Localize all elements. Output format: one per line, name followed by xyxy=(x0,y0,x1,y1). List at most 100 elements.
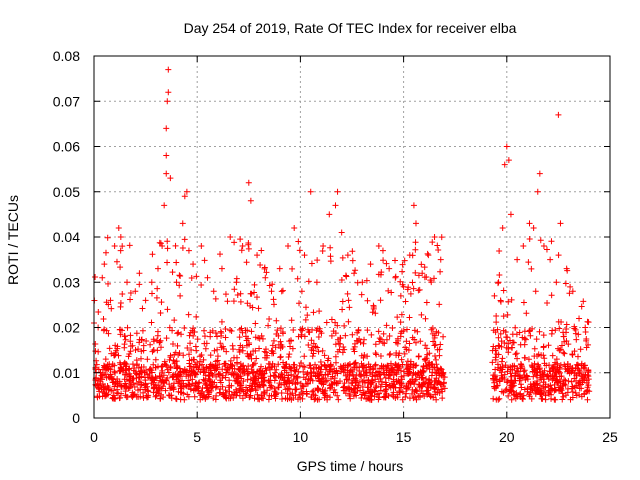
data-point xyxy=(139,305,146,312)
data-point xyxy=(191,369,198,376)
data-point xyxy=(240,369,247,376)
data-point xyxy=(130,375,137,382)
data-point xyxy=(361,336,368,343)
data-point xyxy=(127,343,134,350)
data-point xyxy=(307,377,314,384)
data-point xyxy=(226,388,233,395)
data-point xyxy=(557,346,564,353)
data-point xyxy=(406,368,413,375)
data-point xyxy=(563,321,570,328)
data-point xyxy=(365,361,372,368)
data-point xyxy=(140,394,147,401)
data-point xyxy=(303,371,310,378)
data-point xyxy=(434,389,441,396)
data-point xyxy=(227,361,234,368)
data-point xyxy=(521,335,528,342)
data-point xyxy=(226,377,233,384)
data-point xyxy=(319,386,326,393)
data-point xyxy=(363,277,370,284)
data-point xyxy=(504,378,511,385)
data-point xyxy=(245,240,252,247)
data-point xyxy=(137,355,144,362)
data-point xyxy=(508,296,515,303)
data-point xyxy=(127,338,134,345)
data-point xyxy=(500,313,507,320)
data-point xyxy=(548,292,555,299)
data-point xyxy=(113,389,120,396)
data-point xyxy=(335,396,342,403)
data-point xyxy=(535,351,542,358)
data-point xyxy=(509,383,516,390)
data-point xyxy=(575,380,582,387)
data-point xyxy=(522,376,529,383)
data-point xyxy=(326,385,333,392)
data-point xyxy=(100,362,107,369)
data-point xyxy=(498,358,505,365)
data-point xyxy=(499,355,506,362)
data-point xyxy=(522,336,529,343)
data-point xyxy=(164,306,171,313)
data-point xyxy=(548,238,555,245)
data-point xyxy=(332,319,339,326)
data-point xyxy=(584,387,591,394)
data-point xyxy=(264,387,271,394)
data-point xyxy=(495,334,502,341)
data-point xyxy=(350,371,357,378)
data-point xyxy=(316,325,323,332)
data-point xyxy=(351,348,358,355)
data-point xyxy=(424,387,431,394)
data-point xyxy=(165,369,172,376)
data-point xyxy=(161,202,168,209)
data-point xyxy=(341,322,348,329)
data-point xyxy=(219,383,226,390)
data-point xyxy=(222,291,229,298)
data-point xyxy=(278,288,285,295)
data-point xyxy=(386,332,393,339)
data-point xyxy=(557,384,564,391)
data-point xyxy=(191,329,198,336)
data-point xyxy=(521,354,528,361)
data-point xyxy=(131,391,138,398)
data-point xyxy=(397,319,404,326)
data-point xyxy=(165,89,172,96)
data-point xyxy=(234,292,241,299)
data-point xyxy=(538,376,545,383)
data-point xyxy=(341,380,348,387)
data-point xyxy=(295,333,302,340)
data-point xyxy=(218,330,225,337)
data-point xyxy=(581,374,588,381)
data-point xyxy=(146,370,153,377)
data-point xyxy=(549,327,556,334)
data-point xyxy=(546,362,553,369)
data-point xyxy=(497,330,504,337)
data-point xyxy=(257,262,264,269)
data-point xyxy=(431,342,438,349)
data-point xyxy=(312,372,319,379)
data-point xyxy=(301,353,308,360)
data-point xyxy=(315,365,322,372)
data-point xyxy=(166,324,173,331)
data-point xyxy=(236,334,243,341)
data-point xyxy=(327,361,334,368)
data-point xyxy=(394,340,401,347)
data-point xyxy=(289,390,296,397)
data-point xyxy=(432,341,439,348)
data-point xyxy=(310,347,317,354)
data-point xyxy=(255,375,262,382)
data-point xyxy=(398,380,405,387)
data-point xyxy=(498,388,505,395)
data-point xyxy=(569,288,576,295)
data-point xyxy=(410,285,417,292)
data-point xyxy=(356,372,363,379)
data-point xyxy=(267,382,274,389)
data-point xyxy=(526,220,533,227)
data-point xyxy=(251,281,258,288)
data-point xyxy=(265,322,272,329)
data-point xyxy=(294,275,301,282)
data-point xyxy=(430,364,437,371)
data-point xyxy=(438,234,445,241)
data-point xyxy=(268,288,275,295)
data-point xyxy=(321,394,328,401)
data-point xyxy=(258,363,265,370)
data-point xyxy=(309,388,316,395)
